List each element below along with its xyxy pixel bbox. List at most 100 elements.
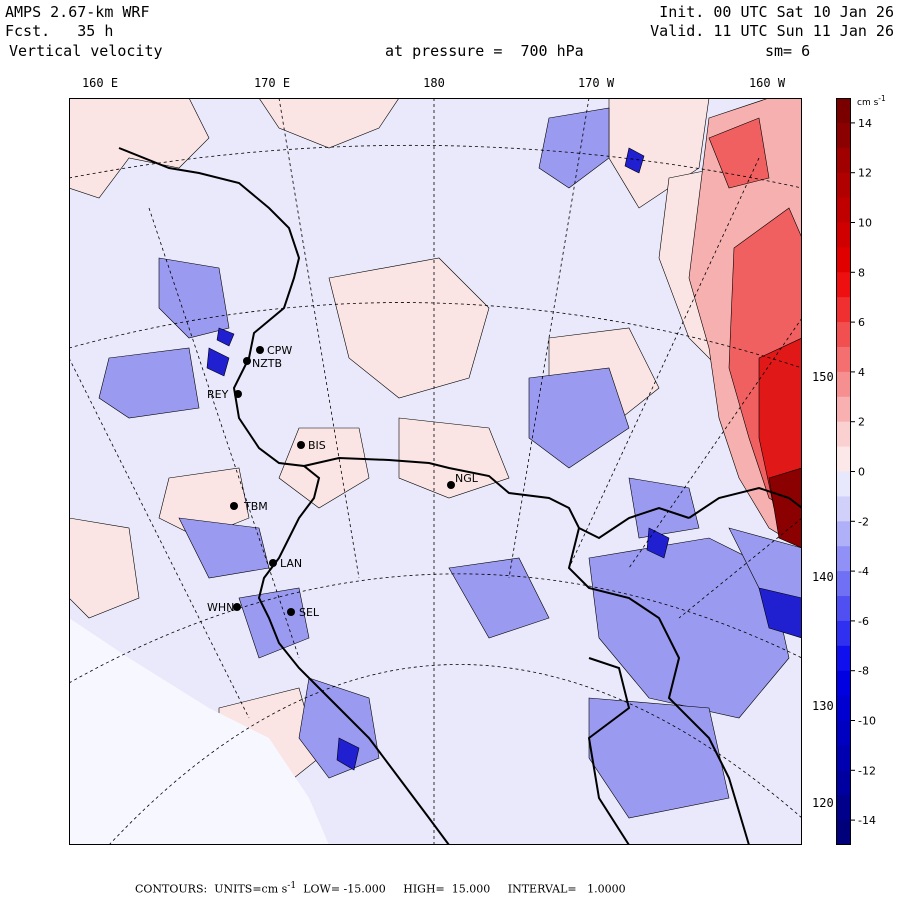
colorbar-box [836, 795, 851, 821]
station-label: WHN [207, 601, 234, 614]
colorbar-box [836, 571, 851, 597]
colorbar-box [836, 745, 851, 771]
colorbar-units-exp: -1 [878, 94, 886, 103]
colorbar-tick-label: -6 [858, 615, 869, 628]
colorbar-box [836, 720, 851, 746]
colorbar-tick-label: -8 [858, 665, 869, 678]
lon-label-180: 180 [423, 76, 445, 90]
station-marker [256, 346, 264, 354]
station-sel: SEL [287, 606, 320, 619]
lon-label-160e: 160 E [81, 76, 119, 90]
colorbar-ticks: 14 12 10 8 6 4 2 0 -2 -4 -6 -8 -10 -12 -14 [851, 117, 876, 827]
colorbar-box [836, 222, 851, 248]
colorbar-tick-label: 6 [858, 316, 865, 329]
station-nztb: NZTB [243, 357, 282, 370]
colorbar-tick-label: 14 [858, 117, 872, 130]
colorbar-tick-label: 8 [858, 266, 865, 279]
colorbar-box [836, 272, 851, 298]
colorbar-box [836, 820, 851, 845]
init-time: Init. 00 UTC Sat 10 Jan 26 [659, 3, 894, 21]
station-label: CPW [267, 344, 292, 357]
station-rey: REY [207, 388, 242, 401]
stations: CPW NZTB REY BIS NGL TBM [207, 344, 479, 619]
colorbar-box [836, 546, 851, 572]
colorbar-box [836, 147, 851, 174]
strong-downward-spots [206, 147, 802, 771]
upward-band [688, 98, 802, 549]
contour-info: CONTOURS: UNITS=cm s-1 LOW= -15.000 HIGH… [135, 880, 626, 896]
colorbar-box [836, 297, 851, 323]
station-whn: WHN [207, 601, 241, 614]
colorbar-boxes [836, 98, 851, 845]
station-marker [230, 502, 238, 510]
field-name: Vertical velocity [9, 42, 163, 60]
colorbar-box [836, 645, 851, 672]
colorbar-box [836, 620, 851, 647]
station-label: TBM [243, 500, 268, 513]
colorbar-box [836, 446, 851, 472]
forecast-label: Fcst. [5, 22, 51, 40]
station-marker [287, 608, 295, 616]
colorbar-box [836, 670, 851, 697]
contour-units: CONTOURS: UNITS=cm s [135, 882, 288, 896]
station-marker [297, 441, 305, 449]
colorbar-box [836, 521, 851, 547]
colorbar-tick-label: 10 [858, 217, 872, 230]
station-bis: BIS [297, 439, 326, 452]
colorbar-box [836, 322, 851, 348]
colorbar-tick-label: 2 [858, 416, 865, 429]
colorbar-tick-label: -4 [858, 565, 869, 578]
colorbar-box [836, 770, 851, 796]
map-frame [69, 98, 802, 845]
pressure-level: at pressure = 700 hPa [385, 42, 584, 60]
forecast-hour: Fcst. 35 h [5, 22, 113, 40]
colorbar-box [836, 247, 851, 273]
pressure-label: at pressure = [385, 42, 503, 60]
colorbar-tick-label: 12 [858, 167, 872, 180]
coastline [118, 147, 802, 845]
pressure-value: 700 hPa [520, 42, 584, 60]
station-label: BIS [308, 439, 326, 452]
station-label: NGL [455, 472, 479, 485]
colorbar-tick-label: 0 [858, 466, 865, 479]
station-lan: LAN [269, 557, 302, 570]
station-label: LAN [280, 557, 302, 570]
station-tbm: TBM [230, 500, 268, 513]
contour-interval: INTERVAL= 1.0000 [507, 882, 626, 896]
vertical-velocity-map: CPW NZTB REY BIS NGL TBM [69, 98, 802, 845]
colorbar-box [836, 695, 851, 721]
model-title: AMPS 2.67-km WRF [5, 3, 150, 21]
station-cpw: CPW [256, 344, 292, 357]
forecast-value: 35 h [77, 22, 114, 40]
colorbar-box [836, 172, 851, 199]
colorbar-box [836, 421, 851, 448]
colorbar-box [836, 496, 851, 522]
colorbar-tick-label: -12 [858, 764, 876, 777]
neutral-area [69, 618, 329, 845]
colorbar-box [836, 396, 851, 423]
downward-areas [98, 107, 802, 819]
colorbar-tick-label: -10 [858, 715, 876, 728]
colorbar-box [836, 98, 851, 124]
colorbar-box [836, 471, 851, 497]
station-ngl: NGL [447, 472, 479, 489]
smoothing-label: sm= 6 [765, 42, 811, 60]
colorbar-box [836, 596, 851, 622]
station-marker [447, 481, 455, 489]
contour-low: LOW= -15.000 [303, 882, 386, 896]
station-marker [243, 357, 251, 365]
station-label: NZTB [252, 357, 282, 370]
colorbar-tick-label: -2 [858, 515, 869, 528]
colorbar-box [836, 197, 851, 223]
station-marker [233, 603, 241, 611]
lon-label-160w: 160 W [748, 76, 786, 90]
station-label: REY [207, 388, 229, 401]
lon-label-170w: 170 W [577, 76, 615, 90]
colorbar-tick-label: 4 [858, 366, 865, 379]
colorbar-frame [836, 98, 851, 845]
colorbar-units-text: cm s [857, 98, 879, 108]
colorbar: 14 12 10 8 6 4 2 0 -2 -4 -6 -8 -10 -12 -14 [836, 98, 876, 845]
colorbar-box [836, 122, 851, 149]
graticule [69, 98, 802, 845]
lon-label-170e: 170 E [253, 76, 291, 90]
